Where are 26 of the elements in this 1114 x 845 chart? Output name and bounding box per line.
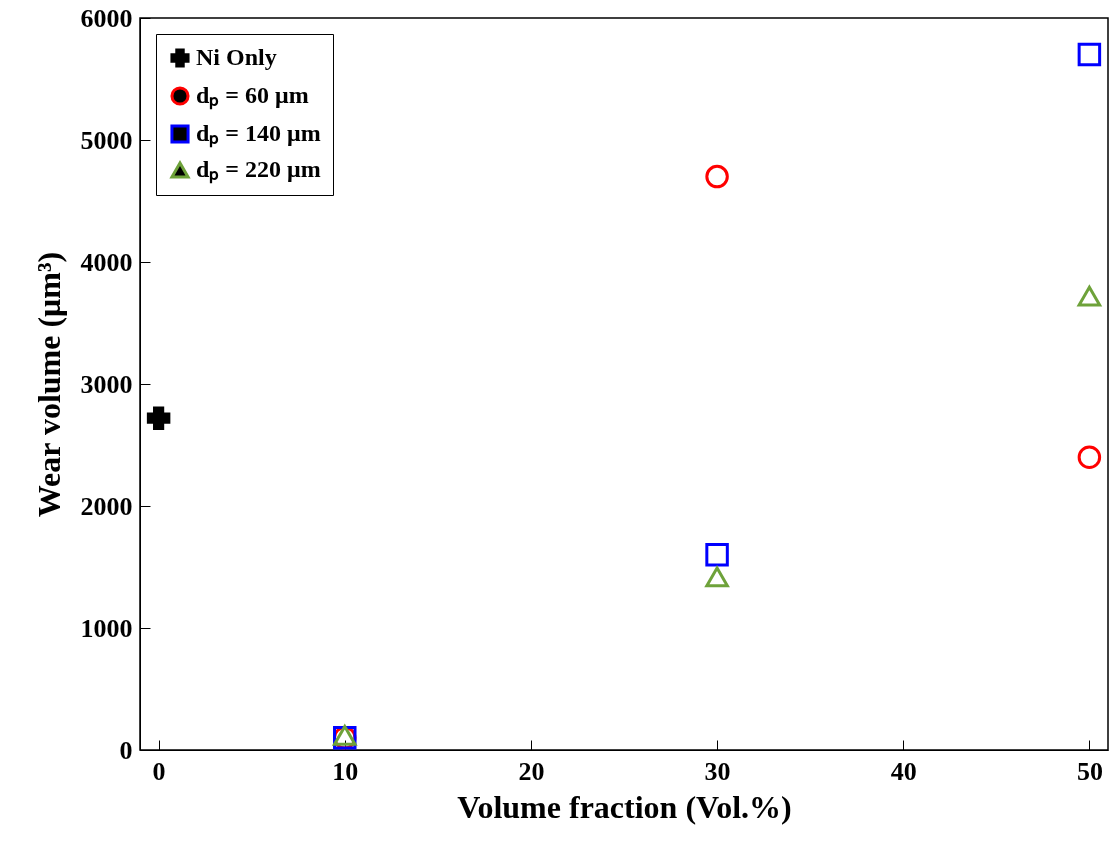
legend-label: Ni Only: [196, 44, 277, 70]
y-tick-label: 5000: [80, 125, 133, 155]
point: [705, 164, 729, 189]
legend-label: dₚ = 220 μm: [196, 156, 321, 184]
x-tick-label: 0: [152, 756, 166, 786]
y-tick-label: 0: [119, 735, 133, 765]
point: [705, 566, 729, 588]
y-tick-label: 4000: [80, 247, 133, 277]
point: [146, 406, 171, 430]
y-tick-label: 6000: [80, 3, 133, 33]
y-tick-label: 3000: [80, 369, 133, 399]
x-axis-title: Volume fraction (Vol.%): [457, 788, 792, 825]
legend-label: dₚ = 140 μm: [196, 120, 321, 148]
y-axis-title: Wear volume (μm³): [30, 251, 67, 518]
point: [1077, 445, 1102, 469]
x-tick-label: 20: [518, 756, 545, 786]
point: [705, 543, 729, 567]
x-tick-label: 40: [890, 756, 917, 786]
x-tick-label: 10: [332, 756, 359, 786]
point: [1077, 285, 1102, 307]
legend-label: dₚ = 60 μm: [196, 82, 309, 110]
point: [1077, 42, 1102, 67]
x-tick-label: 50: [1076, 756, 1103, 786]
x-tick-label: 30: [704, 756, 731, 786]
y-tick-label: 2000: [80, 491, 133, 521]
y-tick-label: 1000: [80, 613, 133, 643]
